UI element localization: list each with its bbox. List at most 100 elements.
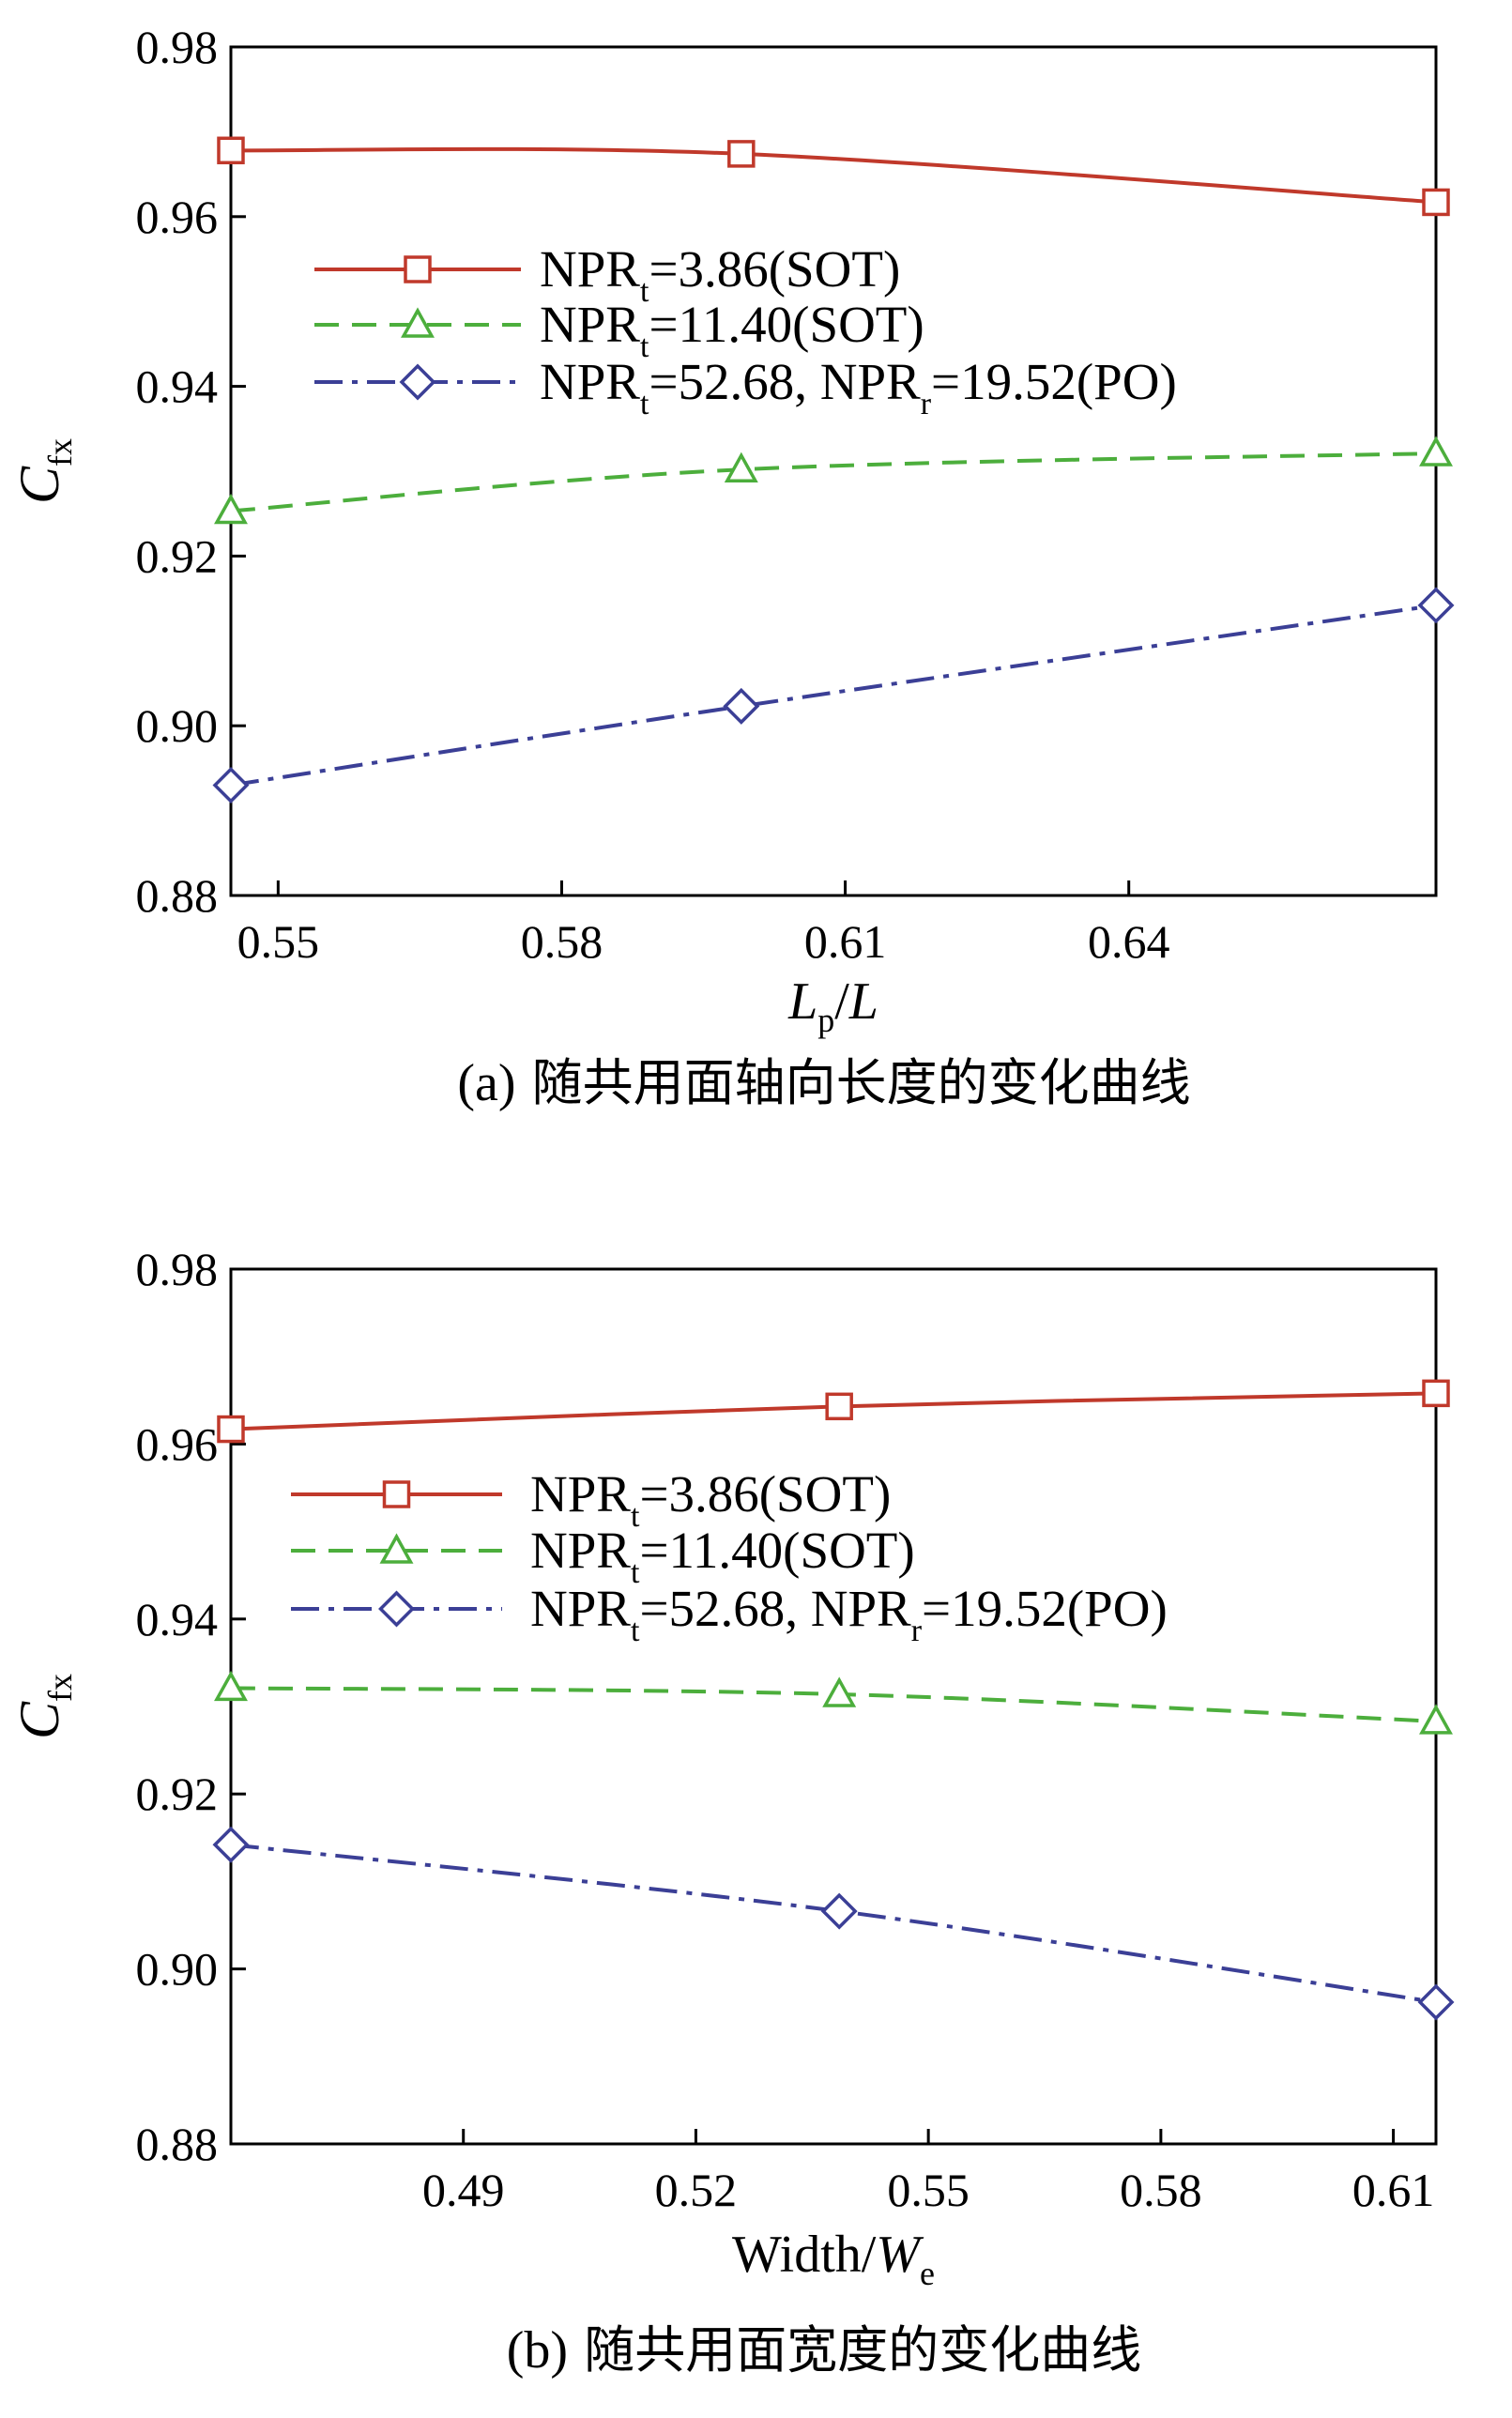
y-tick-label: 0.90	[136, 1943, 219, 1996]
data-point-diamond	[723, 687, 760, 725]
legend-label-sub: r	[911, 1614, 923, 1648]
data-point-square	[217, 1415, 245, 1444]
series-triangle: NPRt=11.40(SOT)	[214, 1522, 1453, 1735]
data-point-diamond	[212, 1826, 250, 1863]
caption-label: (b)	[507, 2321, 568, 2380]
plot-frame	[229, 45, 1438, 897]
chart-panel-a: 0.88 0.90 0.92 0.94 0.96 0.98 0.55 0.58 0.61 0.64…	[8, 21, 1455, 1112]
series-line	[230, 1843, 1437, 2004]
data-point-triangle	[1419, 436, 1453, 467]
legend-label-sub: t	[631, 1614, 640, 1648]
x-tick-label: 0.49	[422, 2164, 505, 2216]
y-axis-label-main: C	[8, 466, 70, 504]
legend-marker-diamond	[399, 363, 436, 401]
legend-label-part: =19.52(PO)	[931, 353, 1177, 410]
legend-label-part: NPR	[530, 1522, 631, 1579]
y-tick-label: 0.96	[136, 1417, 219, 1470]
x-tick-label: 0.58	[1120, 2164, 1202, 2216]
y-axis-label-main: C	[8, 1701, 70, 1739]
y-tick-label: 0.98	[136, 21, 219, 73]
y-axis-label-sub: fx	[41, 438, 79, 467]
legend-marker-square	[382, 1480, 411, 1508]
data-point-square	[825, 1392, 853, 1421]
x-axis-label: Width/We	[732, 2226, 935, 2292]
legend-label-part: NPR	[530, 1580, 631, 1637]
legend-marker-triangle	[401, 307, 435, 338]
caption-label: (a)	[457, 1054, 515, 1112]
legend-label-sub: t	[631, 1499, 640, 1534]
series-diamond: NPRt=52.68, NPRr=19.52(PO)	[212, 353, 1455, 803]
series-square: NPRt=3.86(SOT)	[217, 1379, 1450, 1534]
x-axis-label-main: Width/	[732, 2226, 877, 2284]
legend-label: NPRt=11.40(SOT)	[530, 1522, 915, 1590]
data-point-triangle	[822, 1676, 857, 1707]
x-tick-label: 0.55	[887, 2164, 970, 2216]
legend-label-part: =52.68, NPR	[639, 1580, 911, 1637]
x-axis-label-slash: /	[834, 972, 849, 1031]
y-axis-label: Cfx	[8, 1674, 79, 1739]
series-triangle: NPRt=11.40(SOT)	[214, 296, 1453, 525]
data-point-square	[1422, 188, 1450, 217]
x-tick-label: 0.55	[237, 915, 320, 968]
series-square: NPRt=3.86(SOT)	[217, 136, 1450, 309]
legend-label-part: NPR	[540, 353, 640, 410]
y-tick-label: 0.98	[136, 1243, 219, 1295]
data-point-square	[217, 136, 245, 165]
data-point-diamond	[212, 767, 250, 803]
legend-marker-diamond	[378, 1590, 415, 1628]
legend-marker-square	[404, 255, 432, 283]
x-tick-label: 0.61	[804, 915, 887, 968]
y-tick-label: 0.92	[136, 1768, 219, 1820]
y-tick-label: 0.88	[136, 869, 219, 922]
legend-label: NPRt=11.40(SOT)	[540, 296, 924, 364]
data-point-square	[727, 140, 756, 168]
caption-text: 随共用面宽度的变化曲线	[584, 2320, 1141, 2380]
legend-label-sub: t	[631, 1555, 640, 1590]
legend-label: NPRt=52.68, NPRr=19.52(PO)	[530, 1580, 1168, 1648]
legend-marker-triangle	[379, 1533, 414, 1564]
series-line	[230, 451, 1437, 513]
x-axis-label-tail-var: L	[848, 972, 878, 1031]
y-tick-label: 0.96	[136, 191, 219, 243]
legend-label-part: NPR	[540, 296, 640, 353]
y-tick-label: 0.94	[136, 1593, 219, 1645]
caption-space	[568, 2320, 584, 2380]
data-point-triangle	[214, 493, 248, 525]
data-point-diamond	[820, 1892, 858, 1930]
caption-space	[515, 1053, 531, 1112]
data-point-diamond	[1417, 1983, 1455, 2021]
legend-label-part: NPR	[540, 240, 640, 298]
figure-caption: (b) 随共用面宽度的变化曲线	[507, 2320, 1141, 2380]
legend-label-sub: r	[921, 387, 932, 421]
y-tick-label: 0.92	[136, 529, 219, 582]
legend-label-part: =11.40(SOT)	[649, 296, 924, 353]
legend-label-sub: t	[640, 387, 649, 421]
data-point-triangle	[1419, 1704, 1453, 1735]
legend-label: NPRt=52.68, NPRr=19.52(PO)	[540, 353, 1177, 421]
figure-caption: (a) 随共用面轴向长度的变化曲线	[457, 1053, 1190, 1112]
chart-panel-b: 0.88 0.90 0.92 0.94 0.96 0.98 0.49 0.52 0.55 0.58…	[8, 1243, 1455, 2380]
legend-label: NPRt=3.86(SOT)	[540, 240, 900, 309]
series-diamond: NPRt=52.68, NPRr=19.52(PO)	[212, 1580, 1455, 2021]
x-axis-label-tail: /	[834, 972, 849, 1031]
series-line	[230, 146, 1437, 205]
y-axis-label-sub: fx	[41, 1674, 79, 1702]
legend-label-part: =52.68, NPR	[649, 353, 921, 410]
y-axis-label: Cfx	[8, 438, 79, 504]
y-tick-label: 0.88	[136, 2118, 219, 2170]
y-tick-label: 0.94	[136, 360, 219, 413]
x-axis-label: Lp/L	[787, 972, 878, 1039]
data-point-square	[1422, 1379, 1450, 1408]
legend-label-part: =19.52(PO)	[922, 1580, 1168, 1637]
legend-label-part: =3.86(SOT)	[639, 1465, 891, 1523]
x-tick-label: 0.58	[521, 915, 603, 968]
x-axis-label-italic: W	[876, 2226, 924, 2284]
legend-label-part: =11.40(SOT)	[639, 1522, 914, 1579]
x-axis-label-main: L	[787, 972, 817, 1031]
x-axis-label-sub: p	[817, 1002, 834, 1039]
legend-label: NPRt=3.86(SOT)	[530, 1465, 891, 1534]
x-axis-label-sub: e	[920, 2255, 935, 2292]
y-tick-label: 0.90	[136, 699, 219, 752]
caption-text: 随共用面轴向长度的变化曲线	[532, 1053, 1191, 1112]
data-point-diamond	[1417, 587, 1455, 624]
